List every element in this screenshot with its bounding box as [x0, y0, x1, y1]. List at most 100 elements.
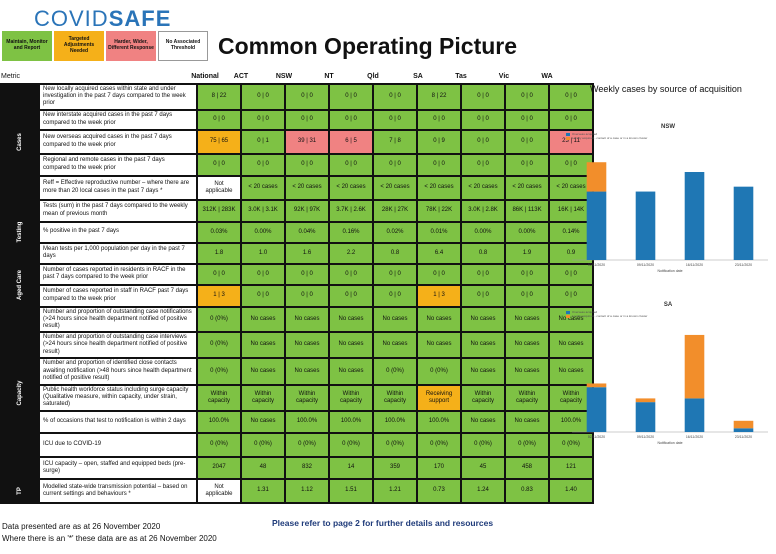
- legend-targeted: Targeted Adjustments Needed: [54, 31, 104, 61]
- metric-value-sa: 100.0%: [416, 409, 463, 434]
- bar-overseas: [635, 402, 656, 432]
- page-title: Common Operating Picture: [218, 33, 518, 59]
- metric-value-wa: No cases: [548, 356, 595, 386]
- metric-value-tas: < 20 cases: [460, 174, 507, 201]
- metric-value-tas: 0 | 0: [460, 108, 507, 131]
- metric-value-act: 1.0: [240, 241, 287, 265]
- x-tick-label: 23/11/2020: [735, 435, 752, 439]
- metric-value-act: No cases: [240, 356, 287, 386]
- metric-value-nsw: 832: [284, 455, 331, 480]
- metrics-table: Cases New locally acquired cases within s…: [0, 83, 595, 504]
- metric-value-qld: 0 (0%): [372, 431, 419, 458]
- sa-chart-title: SA: [663, 302, 673, 308]
- nsw-legend-local: Locally acquired - contact of a case or …: [566, 136, 647, 140]
- metric-value-vic: No cases: [504, 356, 551, 386]
- section-cases: Cases: [0, 83, 41, 201]
- metric-value-sa: 0 (0%): [416, 356, 463, 386]
- metric-value-nt: < 20 cases: [328, 174, 375, 201]
- metric-value-wa: 0.9: [548, 241, 595, 265]
- metric-value-nsw: 0 | 0: [284, 83, 331, 111]
- x-axis-label: Notification date: [657, 269, 682, 273]
- metric-value-wa: 23 | 11: [548, 128, 595, 155]
- metric-value-nt: 0 (0%): [328, 431, 375, 458]
- metric-description: New locally acquired cases within state …: [38, 83, 199, 111]
- metric-value-nsw: 0 | 0: [284, 108, 331, 131]
- metric-description: % of occasions that test to notification…: [38, 409, 199, 434]
- bar-overseas: [733, 186, 754, 260]
- metric-description: % positive in the past 7 days: [38, 220, 199, 244]
- metric-value-wa: 0 | 0: [548, 152, 595, 177]
- metric-value-qld: 0 | 0: [372, 108, 419, 131]
- metric-value-vic: No cases: [504, 305, 551, 334]
- metric-value-sa: < 20 cases: [416, 174, 463, 201]
- metric-value-nsw: 92K | 97K: [284, 198, 331, 223]
- table-row: % of occasions that test to notification…: [1, 409, 595, 434]
- metric-description: New interstate acquired cases in the pas…: [38, 108, 199, 131]
- metric-value-qld: 7 | 8: [372, 128, 419, 155]
- metric-value-nsw: 1.6: [284, 241, 331, 265]
- metric-value-vic: 0 | 0: [504, 108, 551, 131]
- metric-value-vic: 0 | 0: [504, 128, 551, 155]
- nsw-chart-svg: 02/11/2020 09/11/2020 16/11/2020 23/11/2020…: [572, 162, 768, 273]
- table-row: Capacity Number and proportion of outstan…: [0, 305, 595, 480]
- table-row: Number and proportion of outstanding cas…: [1, 331, 595, 359]
- metric-value-nt: 6 | 5: [328, 128, 375, 155]
- metric-value-qld: 0 | 0: [372, 262, 419, 286]
- metric-value-qld: 0 | 0: [372, 152, 419, 177]
- metric-value-tas: 0 | 0: [460, 262, 507, 286]
- metric-value-national: 0 | 0: [196, 152, 243, 177]
- metric-value-national: Within capacity: [196, 383, 243, 412]
- metric-value-nt: 0.16%: [328, 220, 375, 244]
- metric-value-sa: 170: [416, 455, 463, 480]
- legend-no-threshold: No Associated Threshold: [158, 31, 208, 61]
- metric-value-qld: No cases: [372, 305, 419, 334]
- metric-value-nsw: No cases: [284, 305, 331, 334]
- metric-value-nt: 1.51: [328, 477, 375, 504]
- sa-chart: SA Overseas acquired Locally acquired - …: [560, 290, 776, 470]
- table-row: Cases New locally acquired cases within s…: [0, 83, 595, 201]
- nsw-chart: NSW Overseas acquired Locally acquired -…: [560, 110, 776, 290]
- metric-value-sa: 8 | 22: [416, 83, 463, 111]
- bar-overseas: [586, 191, 607, 260]
- metric-value-qld: 0 (0%): [372, 356, 419, 386]
- footnote-asterisk: Where there is an '*' these data are as …: [2, 534, 217, 543]
- metric-value-tas: 0 (0%): [460, 431, 507, 458]
- metric-value-tas: 0.00%: [460, 220, 507, 244]
- column-header-qld: Qld: [367, 73, 379, 80]
- metric-value-act: 0 | 0: [240, 262, 287, 286]
- metric-value-wa: 121: [548, 455, 595, 480]
- metric-value-vic: < 20 cases: [504, 174, 551, 201]
- metric-value-vic: 0 | 0: [504, 152, 551, 177]
- metric-value-sa: 0 | 0: [416, 108, 463, 131]
- metric-value-wa: 0 | 0: [548, 262, 595, 286]
- metric-value-sa: No cases: [416, 331, 463, 359]
- column-header-sa: SA: [413, 73, 423, 80]
- metric-description: Regional and remote cases in the past 7 …: [38, 152, 199, 177]
- x-tick-label: 09/11/2020: [637, 263, 654, 267]
- x-axis-label: Notification date: [657, 441, 682, 445]
- metric-value-act: 48: [240, 455, 287, 480]
- metric-value-qld: 100.0%: [372, 409, 419, 434]
- nsw-legend-label-0: Overseas acquired: [572, 132, 598, 136]
- metric-value-nt: 0 | 0: [328, 283, 375, 308]
- metric-value-wa: 0 | 0: [548, 83, 595, 111]
- metric-value-act: 0 | 0: [240, 152, 287, 177]
- column-header-act: ACT: [233, 73, 249, 80]
- metric-value-national: 0 (0%): [196, 356, 243, 386]
- table-row: % positive in the past 7 days 0.03% 0.00% 0…: [1, 220, 595, 244]
- metric-value-tas: No cases: [460, 331, 507, 359]
- metric-value-nsw: 0.04%: [284, 220, 331, 244]
- metric-header: Metric: [1, 73, 21, 80]
- table-row: ICU due to COVID-19 0 (0%) 0 (0%) 0 (0%) 0 (…: [1, 431, 595, 458]
- metric-value-act: 0 (0%): [240, 431, 287, 458]
- metric-value-qld: Within capacity: [372, 383, 419, 412]
- metric-value-vic: 0 | 0: [504, 83, 551, 111]
- metric-description: Number and proportion of outstanding cas…: [38, 305, 199, 334]
- metric-value-nt: 0 | 0: [328, 83, 375, 111]
- section-label: Cases: [17, 132, 24, 151]
- metric-value-sa: No cases: [416, 305, 463, 334]
- metric-value-tas: 0.8: [460, 241, 507, 265]
- table-row: New interstate acquired cases in the pas…: [1, 108, 595, 131]
- metric-value-vic: No cases: [504, 331, 551, 359]
- x-tick-label: 09/11/2020: [637, 435, 654, 439]
